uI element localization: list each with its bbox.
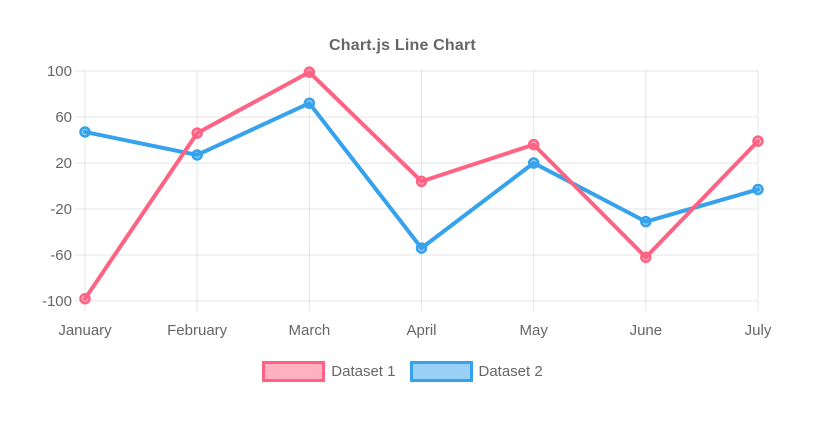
y-tick-label: 20 xyxy=(55,155,72,172)
y-tick-label: 60 xyxy=(55,109,72,126)
y-tick-label: -100 xyxy=(42,293,72,310)
y-tick-label: -60 xyxy=(50,247,72,264)
data-point[interactable] xyxy=(191,149,203,161)
legend-label: Dataset 2 xyxy=(478,363,543,380)
legend-item-dataset-2[interactable]: Dataset 2 xyxy=(409,361,543,382)
legend-item-dataset-1[interactable]: Dataset 1 xyxy=(262,361,396,382)
x-tick-label: June xyxy=(630,322,663,339)
data-point[interactable] xyxy=(640,215,652,228)
data-point[interactable] xyxy=(79,126,91,138)
data-point[interactable] xyxy=(640,251,652,264)
chart-title: Chart.js Line Chart xyxy=(329,37,476,54)
data-point[interactable] xyxy=(303,66,316,78)
data-point[interactable] xyxy=(752,135,764,147)
x-tick-label: February xyxy=(167,322,228,339)
data-point[interactable] xyxy=(415,175,428,188)
x-tick-label: March xyxy=(288,322,330,339)
chart-legend: Dataset 1 Dataset 2 xyxy=(0,361,805,382)
data-point[interactable] xyxy=(752,183,764,196)
x-tick-label: January xyxy=(58,322,112,339)
x-tick-label: July xyxy=(745,322,772,339)
data-point[interactable] xyxy=(79,292,91,305)
data-point[interactable] xyxy=(191,127,203,139)
legend-swatch-dataset-2 xyxy=(409,361,473,382)
data-point[interactable] xyxy=(303,97,316,109)
data-point[interactable] xyxy=(415,242,428,254)
x-tick-label: April xyxy=(406,322,436,339)
y-tick-label: -20 xyxy=(50,201,72,218)
data-point[interactable] xyxy=(527,138,540,151)
legend-label: Dataset 1 xyxy=(331,363,396,380)
data-point[interactable] xyxy=(527,157,540,169)
x-tick-label: May xyxy=(519,322,548,339)
y-tick-label: 100 xyxy=(47,63,72,80)
legend-swatch-dataset-1 xyxy=(262,361,326,382)
